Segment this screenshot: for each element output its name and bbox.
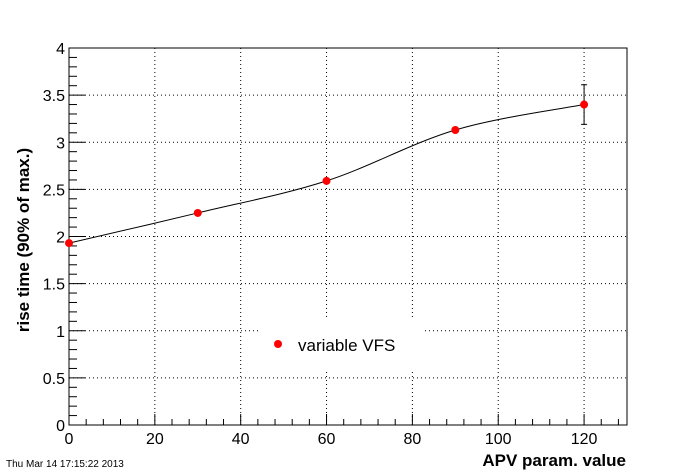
data-point [322,176,331,185]
tick-labels: 0 20 40 60 80 100 120 0 0.5 1 1.5 2 2.5 3 3.5 4 [43,41,598,448]
y-tick-label: 3.5 [43,88,65,105]
data-point [193,208,202,217]
legend-label: variable VFS [298,336,395,355]
y-tick-label: 0 [56,418,65,435]
x-tick-label: 80 [403,431,421,448]
data-point [451,125,460,134]
y-axis-label: rise time (90% of max.) [14,148,33,332]
axis-ticks [68,47,619,426]
x-tick-label: 120 [571,431,598,448]
y-tick-label: 2 [56,230,65,247]
y-tick-label: 3 [56,135,65,152]
timestamp: Thu Mar 14 17:15:22 2013 [6,459,124,470]
y-tick-label: 1 [56,324,65,341]
x-tick-label: 40 [232,431,250,448]
data-point [580,100,589,109]
y-tick-label: 4 [56,41,65,58]
y-tick-label: 2.5 [43,182,65,199]
grid-lines [69,48,627,425]
x-tick-label: 60 [318,431,336,448]
legend: variable VFS [258,320,424,372]
legend-box [258,320,424,372]
x-tick-label: 100 [485,431,512,448]
data-point [65,239,73,248]
x-tick-label: 20 [146,431,164,448]
x-axis-label: APV param. value [482,451,626,470]
y-tick-label: 1.5 [43,277,65,294]
data-points [65,100,589,248]
legend-marker [274,340,282,348]
y-tick-label: 0.5 [43,371,65,388]
x-tick-label: 0 [65,431,74,448]
